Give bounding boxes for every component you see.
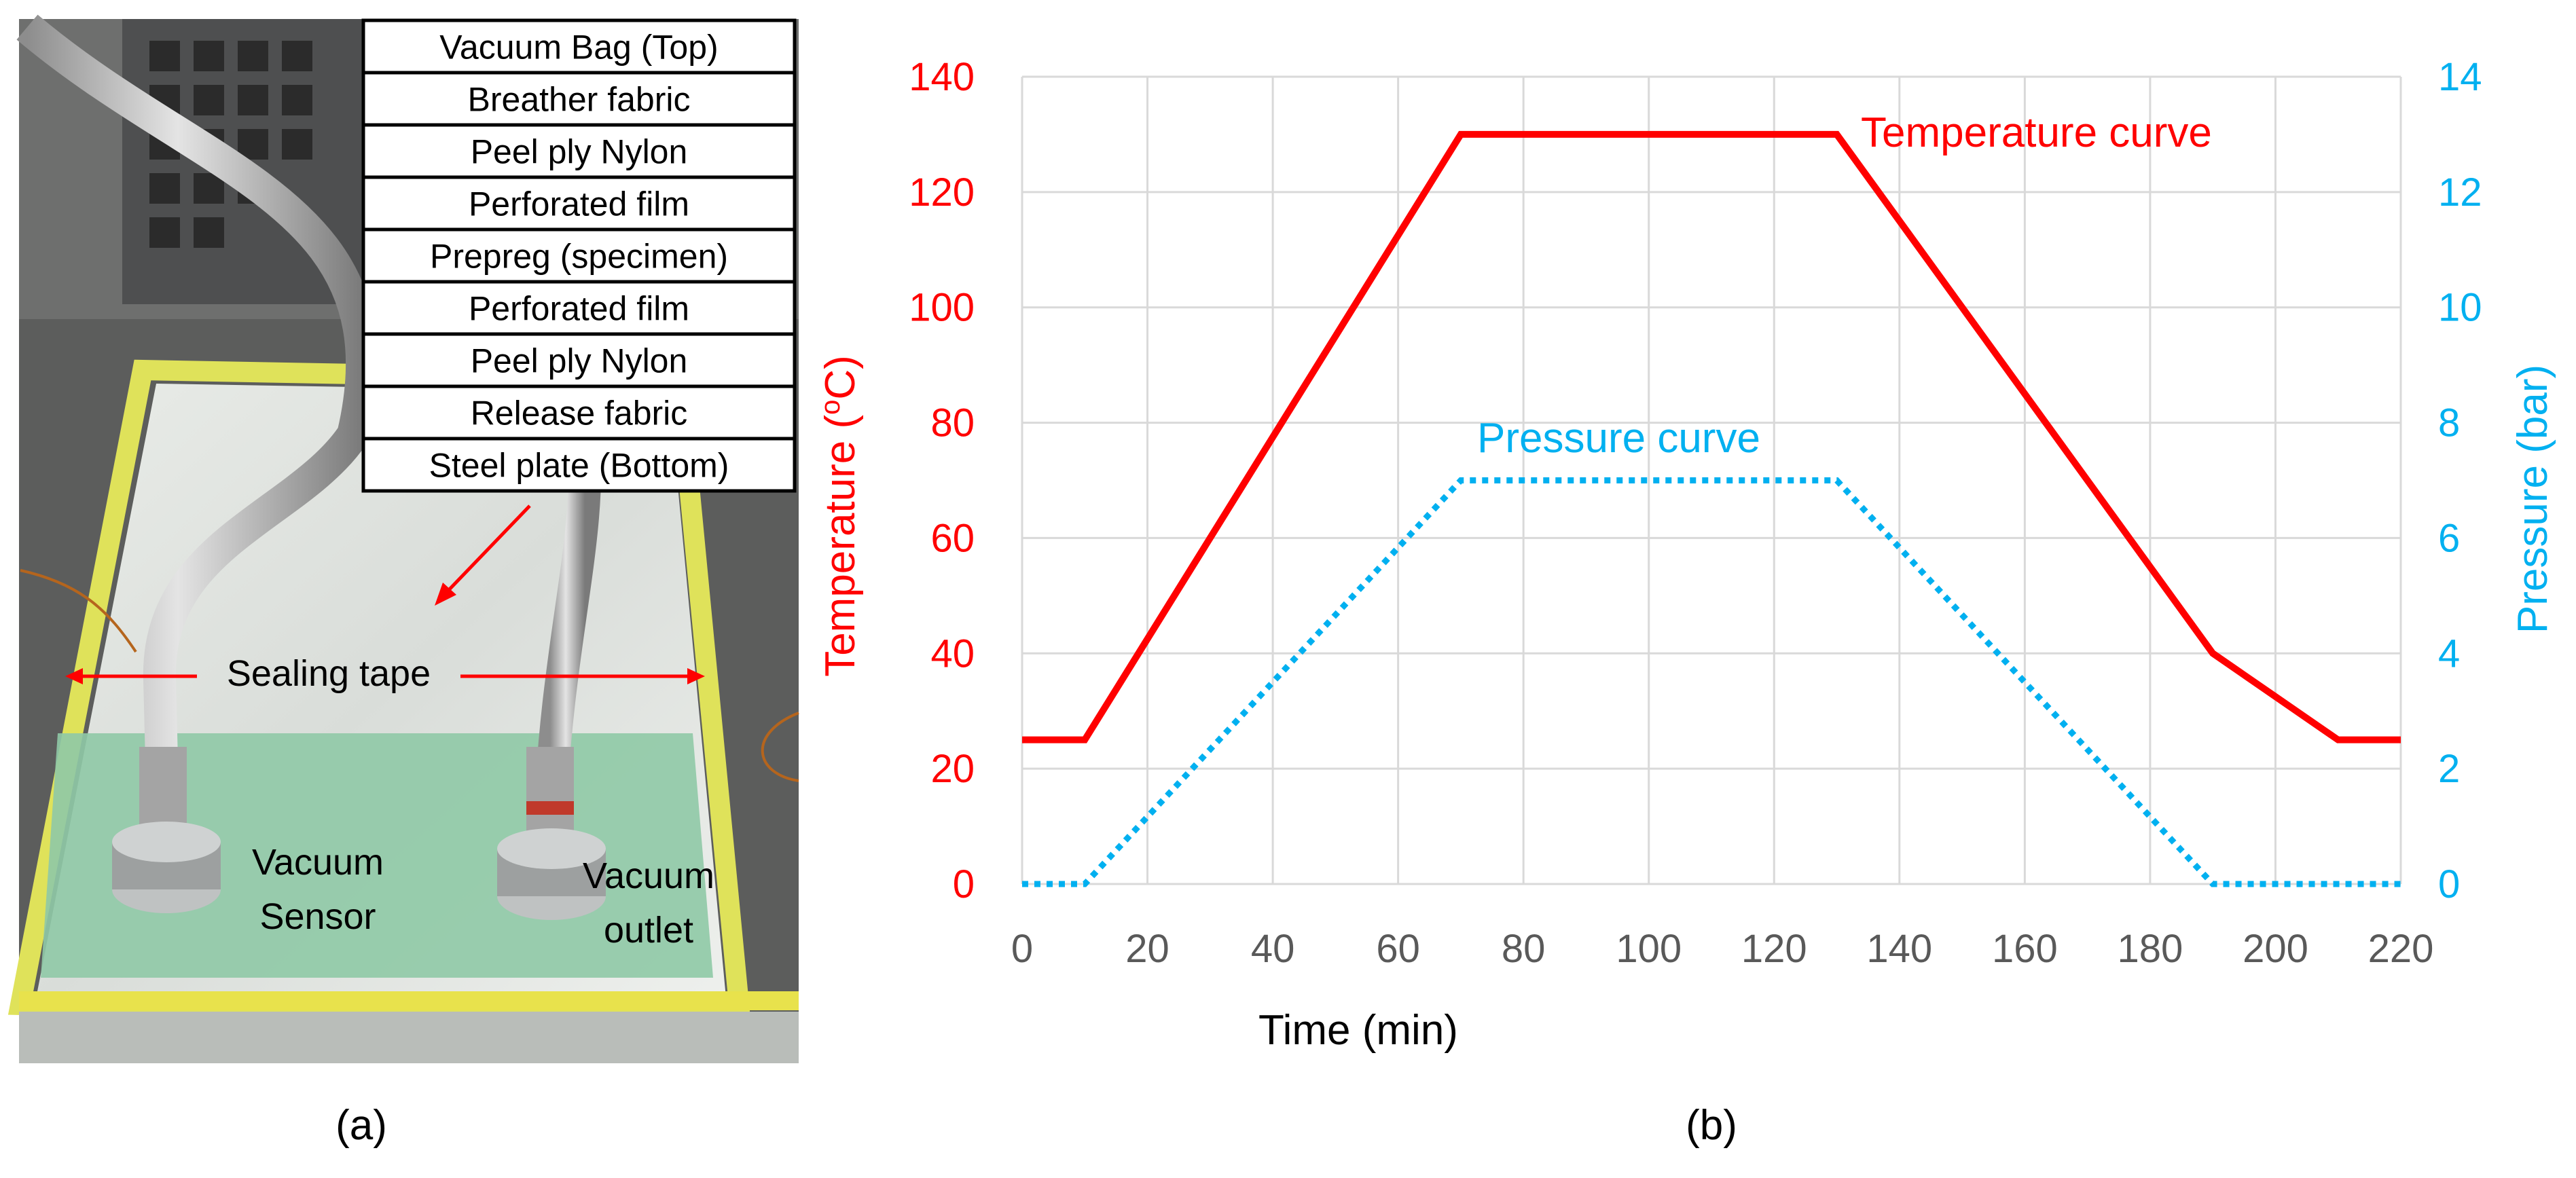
layer-pointer-arrowhead bbox=[435, 583, 456, 606]
x-tick: 220 bbox=[2368, 927, 2434, 971]
vacuum-outlet-label-line2: outlet bbox=[604, 910, 693, 951]
left-y-axis-label-degree: o bbox=[816, 400, 846, 415]
right-y-tick: 0 bbox=[2438, 862, 2460, 906]
pressure-series-label: Pressure curve bbox=[1477, 415, 1760, 462]
left-y-tick-labels: 0 20 40 60 80 100 120 140 bbox=[909, 55, 975, 906]
right-y-tick-labels: 0 2 4 6 8 10 12 14 bbox=[2438, 55, 2482, 906]
x-tick: 80 bbox=[1502, 927, 1546, 971]
x-tick: 40 bbox=[1251, 927, 1295, 971]
chart-series bbox=[1022, 130, 2401, 887]
layer-label: Perforated film bbox=[469, 185, 689, 223]
layer-cell bbox=[361, 384, 797, 441]
left-y-axis-label: Temperature (oC) bbox=[816, 355, 864, 677]
right-y-axis-label: Pressure (bar) bbox=[2509, 365, 2556, 633]
layer-label: Perforated film bbox=[469, 290, 689, 328]
bag-foreground bbox=[19, 1012, 799, 1063]
sealing-tape-label: Sealing tape bbox=[227, 653, 431, 694]
x-tick-labels: 0 20 40 60 80 100 120 140 160 180 200 220 bbox=[1011, 927, 2434, 971]
layer-label: Breather fabric bbox=[468, 81, 691, 119]
left-y-tick: 40 bbox=[930, 631, 975, 676]
hose-left bbox=[16, 14, 379, 815]
cure-cycle-chart: 0 20 40 60 80 100 120 140 0 2 4 6 8 10 12 14 0 20 40 60 80… bbox=[816, 55, 2556, 1054]
tape-strip-bottom bbox=[19, 991, 799, 1010]
vacuum-sensor-label-line2: Sensor bbox=[259, 896, 376, 937]
layer-label: Release fabric bbox=[471, 394, 688, 432]
layer-stack-table: Vacuum Bag (Top) Breather fabric Peel ply … bbox=[361, 18, 797, 493]
left-y-axis-label-main: Temperature ( bbox=[817, 415, 864, 677]
right-y-tick: 14 bbox=[2438, 55, 2482, 99]
x-tick: 60 bbox=[1376, 927, 1420, 971]
x-tick: 160 bbox=[1992, 927, 2058, 971]
layer-cell bbox=[361, 123, 797, 179]
right-y-tick: 4 bbox=[2438, 631, 2460, 676]
right-y-tick: 10 bbox=[2438, 286, 2482, 330]
layer-cell bbox=[361, 280, 797, 336]
layer-cell bbox=[361, 18, 797, 75]
thermocouple-wire bbox=[20, 569, 137, 653]
caption-a: (a) bbox=[335, 1102, 387, 1149]
left-y-tick: 60 bbox=[930, 516, 975, 560]
x-tick: 20 bbox=[1125, 927, 1169, 971]
caption-b: (b) bbox=[1686, 1102, 1737, 1149]
sealing-arrowhead-right bbox=[687, 668, 705, 684]
x-tick: 200 bbox=[2243, 927, 2308, 971]
pressure-curve-line bbox=[1022, 477, 2401, 887]
vacuum-sensor-label-line1: Vacuum bbox=[252, 842, 384, 883]
x-tick: 100 bbox=[1616, 927, 1682, 971]
layer-cell bbox=[361, 227, 797, 284]
right-y-tick: 12 bbox=[2438, 170, 2482, 215]
x-tick: 0 bbox=[1011, 927, 1033, 971]
vacuum-outlet-fitting bbox=[497, 747, 606, 920]
layer-pointer-arrow bbox=[443, 504, 531, 595]
left-y-tick: 20 bbox=[930, 747, 975, 791]
left-y-tick: 100 bbox=[909, 286, 975, 330]
right-y-tick: 8 bbox=[2438, 401, 2460, 445]
vacuum-outlet-label-line1: Vacuum bbox=[583, 855, 714, 896]
left-y-tick: 120 bbox=[909, 170, 975, 215]
layer-label: Peel ply Nylon bbox=[471, 342, 688, 380]
temperature-curve-line bbox=[1022, 130, 2401, 743]
layer-label: Peel ply Nylon bbox=[471, 133, 688, 171]
photo-panel: Sealing tape Vacuum Sensor Vacuum outlet… bbox=[7, 14, 799, 1063]
x-tick: 120 bbox=[1741, 927, 1807, 971]
layer-label: Prepreg (specimen) bbox=[430, 238, 728, 276]
layer-cell bbox=[361, 437, 797, 493]
right-y-tick: 6 bbox=[2438, 516, 2460, 560]
left-y-tick: 140 bbox=[909, 55, 975, 99]
layer-label: Steel plate (Bottom) bbox=[429, 447, 729, 485]
left-y-axis-label-unit: C) bbox=[817, 355, 864, 399]
x-tick: 140 bbox=[1866, 927, 1932, 971]
temperature-series-label: Temperature curve bbox=[1861, 109, 2212, 156]
chart-gridlines bbox=[1021, 75, 2402, 885]
left-y-tick: 80 bbox=[930, 401, 975, 445]
x-axis-label: Time (min) bbox=[1258, 1007, 1458, 1054]
sealing-arrowhead-left bbox=[65, 668, 83, 684]
vacuum-sensor-fitting bbox=[112, 747, 221, 913]
thermocouple-wire bbox=[761, 712, 799, 782]
left-y-tick: 0 bbox=[953, 862, 975, 906]
layer-cell bbox=[361, 71, 797, 127]
right-y-tick: 2 bbox=[2438, 747, 2460, 791]
x-tick: 180 bbox=[2118, 927, 2183, 971]
layer-cell bbox=[361, 175, 797, 232]
layer-label: Vacuum Bag (Top) bbox=[439, 29, 718, 67]
